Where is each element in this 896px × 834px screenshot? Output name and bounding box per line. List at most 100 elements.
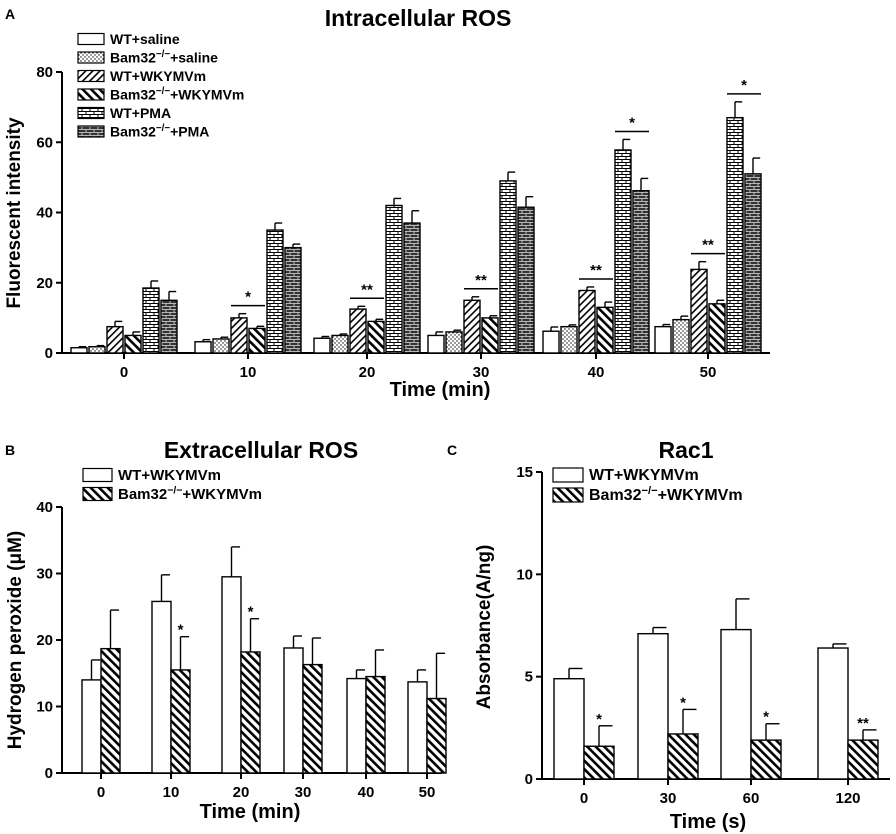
bar	[560, 325, 578, 354]
y-tick-label: 15	[516, 464, 533, 481]
y-tick-label: 0	[525, 771, 533, 788]
legend-swatch-2	[77, 69, 105, 83]
x-tick-label: 0	[580, 790, 588, 807]
y-tick-label: 60	[36, 134, 53, 151]
bar	[212, 338, 230, 354]
bar	[750, 739, 782, 780]
bar	[151, 600, 172, 774]
bar	[847, 739, 879, 780]
legend-swatch-1	[77, 51, 105, 64]
significance-star: *	[680, 694, 686, 711]
bar	[744, 173, 762, 354]
bar	[349, 308, 367, 354]
bar	[499, 180, 517, 354]
x-tick-label: 50	[419, 784, 436, 801]
significance-star: *	[629, 114, 635, 131]
bar	[240, 651, 261, 774]
x-tick-label: 20	[233, 784, 250, 801]
x-tick-label: 0	[120, 364, 128, 381]
x-tick-label: 30	[660, 790, 677, 807]
panel-b-xlabel: Time (min)	[200, 801, 301, 823]
bar	[481, 317, 499, 354]
significance-star: *	[741, 77, 747, 94]
bar	[708, 303, 726, 354]
legend-label-1: Bam32−/−+saline	[110, 49, 218, 65]
legend-swatch-0	[82, 467, 113, 483]
significance-star: *	[248, 604, 254, 621]
bar	[720, 628, 752, 780]
panel-a-letter: A	[5, 6, 15, 22]
bar	[194, 341, 212, 354]
bar	[637, 632, 669, 780]
legend-swatch-3	[77, 88, 105, 101]
x-tick-label: 30	[295, 784, 312, 801]
legend-swatch-5	[77, 125, 105, 138]
legend-swatch-0	[77, 32, 105, 46]
bar	[70, 347, 88, 354]
bar	[614, 149, 632, 354]
bar	[654, 325, 672, 354]
significance-star: *	[178, 622, 184, 639]
y-tick-label: 10	[36, 699, 53, 716]
bar	[365, 675, 386, 774]
legend-label-0: WT+WKYMVm	[589, 467, 699, 484]
x-tick-label: 10	[163, 784, 180, 801]
legend-label-0: WT+saline	[110, 31, 180, 47]
significance-star: **	[702, 237, 714, 254]
bar	[142, 287, 160, 354]
bar	[385, 204, 403, 354]
bar	[170, 669, 191, 774]
x-tick-label: 40	[588, 364, 605, 381]
legend-swatch-1	[82, 486, 113, 502]
bar	[517, 206, 535, 354]
y-tick-label: 0	[45, 345, 53, 362]
legend-label-3: Bam32−/−+WKYMVm	[110, 86, 244, 102]
legend-swatch-0	[552, 467, 584, 483]
bar	[583, 745, 615, 780]
y-tick-label: 40	[36, 499, 53, 516]
y-tick-label: 40	[36, 205, 53, 222]
bar	[346, 677, 367, 774]
bar	[221, 576, 242, 774]
legend: WT+saline Bam32−/−+saline WT+WKYMVm Bam32−/…	[77, 31, 244, 140]
x-tick-label: 30	[473, 364, 490, 381]
bar	[331, 334, 349, 354]
bar	[88, 345, 106, 354]
bar	[463, 299, 481, 354]
bar	[407, 681, 428, 774]
significance-star: **	[590, 262, 602, 279]
legend-label-1: Bam32−/−+WKYMVm	[589, 485, 743, 504]
bar	[672, 318, 690, 354]
x-tick-label: 120	[835, 790, 860, 807]
significance-star: *	[596, 711, 602, 728]
panel-c-title: Rac1	[659, 437, 714, 463]
bar	[106, 325, 124, 354]
bar	[313, 337, 331, 354]
x-tick-label: 0	[97, 784, 105, 801]
bar	[283, 647, 304, 774]
bar	[230, 317, 248, 354]
panel-a-ylabel: Fluorescent intensity	[4, 117, 25, 309]
panel-a-xlabel: Time (min)	[390, 379, 491, 401]
bar	[596, 306, 614, 354]
significance-star: **	[475, 272, 487, 289]
bar	[667, 733, 699, 780]
bar	[266, 229, 284, 354]
y-tick-label: 10	[516, 566, 533, 583]
bar	[124, 334, 142, 354]
x-tick-label: 10	[240, 364, 257, 381]
panel-b-ylabel: Hydrogen peroxide (μM)	[5, 531, 26, 750]
bar	[100, 647, 121, 774]
bar	[726, 116, 744, 354]
legend-label-4: WT+PMA	[110, 105, 171, 121]
bar	[427, 334, 445, 354]
bar	[160, 299, 178, 354]
bar	[690, 268, 708, 354]
legend-swatch-1	[552, 487, 584, 503]
y-tick-label: 20	[36, 632, 53, 649]
y-tick-label: 20	[36, 275, 53, 292]
x-tick-label: 40	[358, 784, 375, 801]
